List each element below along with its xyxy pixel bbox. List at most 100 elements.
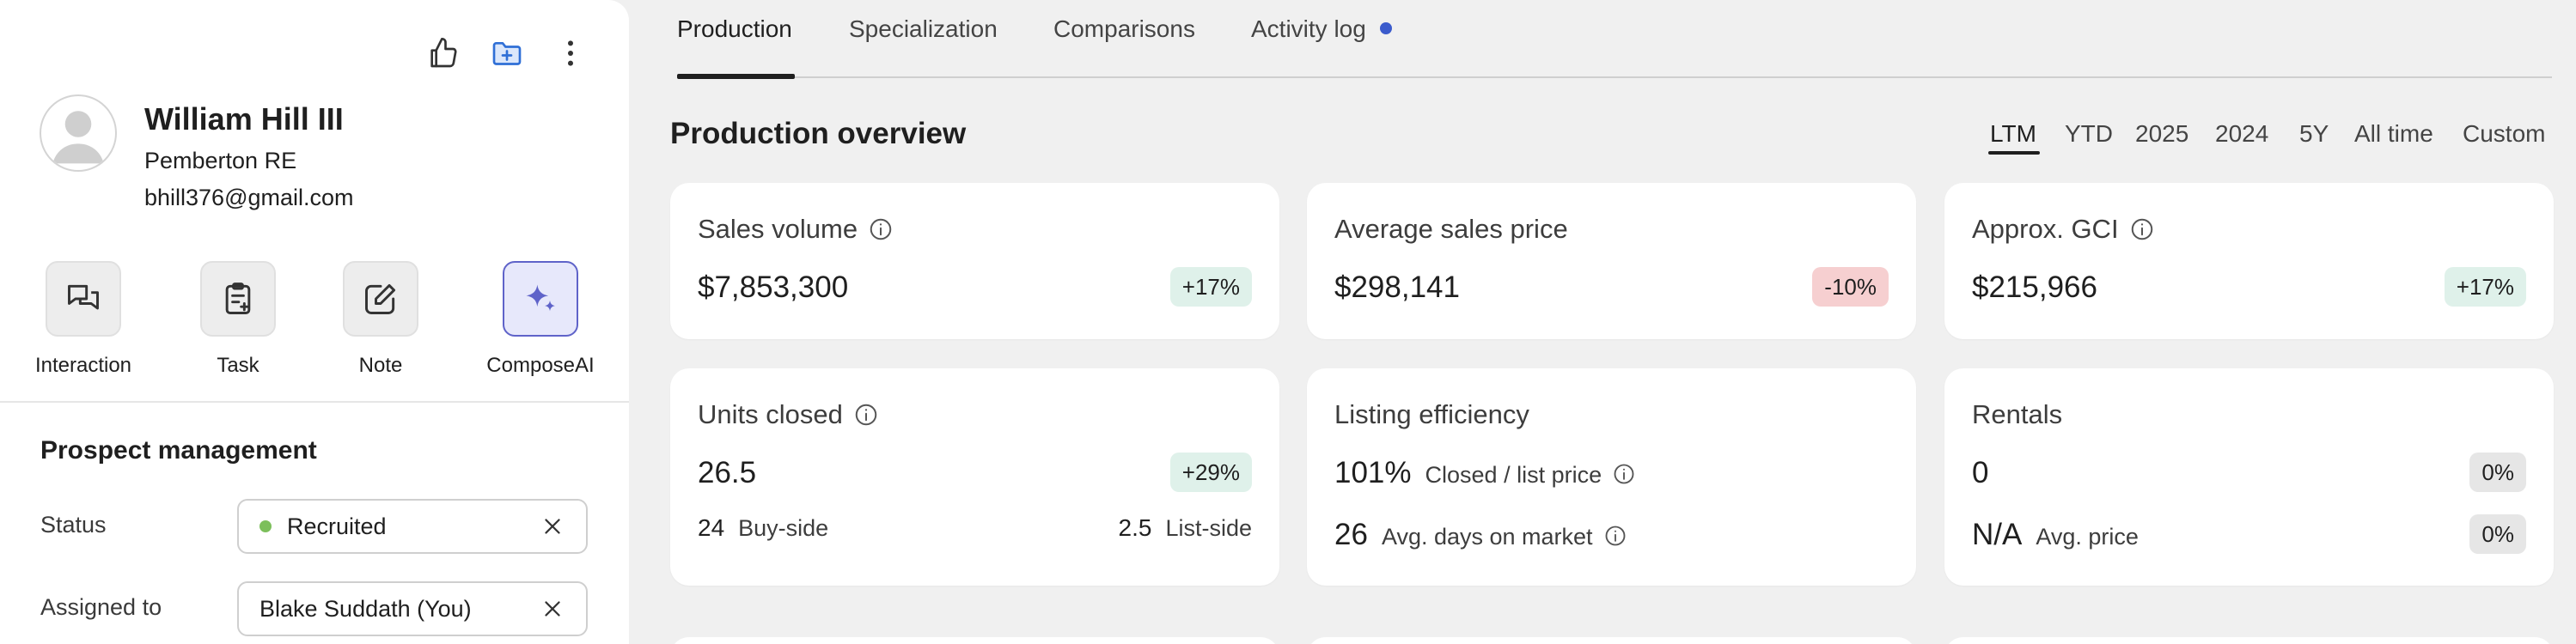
status-select[interactable]: Recruited [237,499,588,554]
average-sales-price-card: Average sales price $298,141 -10% [1307,183,1916,339]
approx-gci-change-badge: +17% [2444,267,2526,307]
clear-status-icon[interactable] [540,513,565,539]
thumbs-up-icon[interactable] [423,33,464,74]
list-side-label: List-side [1165,515,1252,541]
panel-divider [0,401,629,403]
period-2025[interactable]: 2025 [2135,120,2189,147]
production-overview-title: Production overview [670,117,967,150]
clear-assignee-icon[interactable] [540,596,565,622]
composeai-label: ComposeAI [486,354,595,377]
approx-gci-title: Approx. GCI [1972,214,2119,244]
period-ytd[interactable]: YTD [2065,120,2113,147]
buy-side-value: 24 [698,514,725,541]
rentals-change-badge: 0% [2469,453,2526,492]
info-icon[interactable] [2129,216,2155,242]
contact-email[interactable]: bhill376@gmail.com [144,185,354,210]
units-closed-title: Units closed [698,399,843,429]
next-row-card [1944,637,2554,644]
info-icon[interactable] [1603,524,1627,548]
info-icon[interactable] [853,402,879,428]
interaction-icon [68,284,99,310]
rentals-avg-price-row: N/A Avg. price [1972,518,2139,552]
contact-name: William Hill III [144,101,344,137]
task-button[interactable]: Task [169,261,307,378]
average-sales-price-change-badge: -10% [1812,267,1889,307]
more-vertical-icon[interactable] [550,33,591,74]
listing-efficiency-title: Listing efficiency [1334,399,1529,429]
header-actions [423,33,591,74]
units-closed-card: Units closed 26.5 +29% 24 Buy-side 2.5 L… [670,368,1279,586]
info-icon[interactable] [1612,462,1636,486]
status-dot-icon [259,520,272,532]
interaction-label: Interaction [34,354,132,377]
avatar [40,94,117,172]
folder-plus-icon[interactable] [486,33,528,74]
composeai-tile[interactable] [503,261,578,337]
sparkle-icon [526,284,555,312]
sales-volume-change-badge: +17% [1169,267,1252,307]
sales-volume-title: Sales volume [698,214,858,244]
units-closed-value: 26.5 [698,456,757,489]
period-all-time[interactable]: All time [2354,120,2433,147]
contact-panel: William Hill III Pemberton RE bhill376@g… [0,0,629,644]
tab-comparisons[interactable]: Comparisons [1053,15,1195,42]
note-tile[interactable] [343,261,418,337]
units-closed-title-row: Units closed [698,399,879,430]
task-label: Task [217,354,259,377]
note-edit-icon [365,283,396,314]
closed-list-price-row: 101% Closed / list price [1334,456,1636,490]
buy-side-row: 24 Buy-side [698,514,828,542]
note-label: Note [358,354,403,377]
assigned-to-value: Blake Suddath (You) [259,595,472,622]
period-ltm[interactable]: LTM [1990,120,2036,147]
assigned-to-select[interactable]: Blake Suddath (You) [237,581,588,636]
approx-gci-value: $215,966 [1972,270,2097,304]
closed-list-price-label: Closed / list price [1425,462,1602,488]
active-period-indicator [1988,151,2040,155]
list-side-value: 2.5 [1118,514,1152,541]
rentals-avg-price-value: N/A [1972,518,2023,551]
sales-volume-title-row: Sales volume [698,214,894,245]
period-5y[interactable]: 5Y [2299,120,2329,147]
tab-activity-log[interactable]: Activity log [1251,15,1392,43]
buy-side-label: Buy-side [738,515,829,541]
interaction-button[interactable]: Interaction [15,261,152,378]
next-row-card [1307,637,1916,644]
tab-production[interactable]: Production [677,15,792,42]
approx-gci-card: Approx. GCI $215,966 +17% [1944,183,2554,339]
contact-company: Pemberton RE [144,148,297,173]
assigned-to-label: Assigned to [40,594,162,620]
rentals-avg-price-label: Avg. price [2036,524,2139,550]
sales-volume-card: Sales volume $7,853,300 +17% [670,183,1279,339]
rentals-avg-price-badge: 0% [2469,514,2526,554]
activity-notification-dot [1379,21,1392,34]
period-2024[interactable]: 2024 [2215,120,2269,147]
rentals-value: 0 [1972,456,1989,489]
rentals-title: Rentals [1972,399,2063,429]
sales-volume-value: $7,853,300 [698,270,849,304]
task-tile[interactable] [200,261,276,337]
quick-actions: Interaction Task Note [0,261,629,381]
list-side-row: 2.5 List-side [1119,514,1252,542]
average-sales-price-value: $298,141 [1334,270,1460,304]
period-selector: LTM YTD 2025 2024 5Y All time Custom [0,120,2576,163]
rentals-card: Rentals 0 0% N/A Avg. price 0% [1944,368,2554,586]
active-tab-indicator [677,74,795,79]
average-sales-price-title: Average sales price [1334,214,1568,244]
status-value: Recruited [287,513,387,539]
composeai-button[interactable]: ComposeAI [472,261,609,378]
units-closed-change-badge: +29% [1169,453,1252,492]
days-on-market-row: 26 Avg. days on market [1334,518,1627,552]
note-button[interactable]: Note [312,261,449,378]
info-icon[interactable] [868,216,894,242]
days-on-market-label: Avg. days on market [1381,524,1593,550]
closed-list-price-value: 101% [1334,456,1412,489]
period-custom[interactable]: Custom [2463,120,2546,147]
tab-specialization[interactable]: Specialization [849,15,998,42]
interaction-tile[interactable] [46,261,121,337]
next-row-card [670,637,1279,644]
days-on-market-value: 26 [1334,518,1368,551]
listing-efficiency-card: Listing efficiency 101% Closed / list pr… [1307,368,1916,586]
status-label: Status [40,512,107,538]
tab-bar: Production Specialization Comparisons Ac… [677,0,2552,79]
